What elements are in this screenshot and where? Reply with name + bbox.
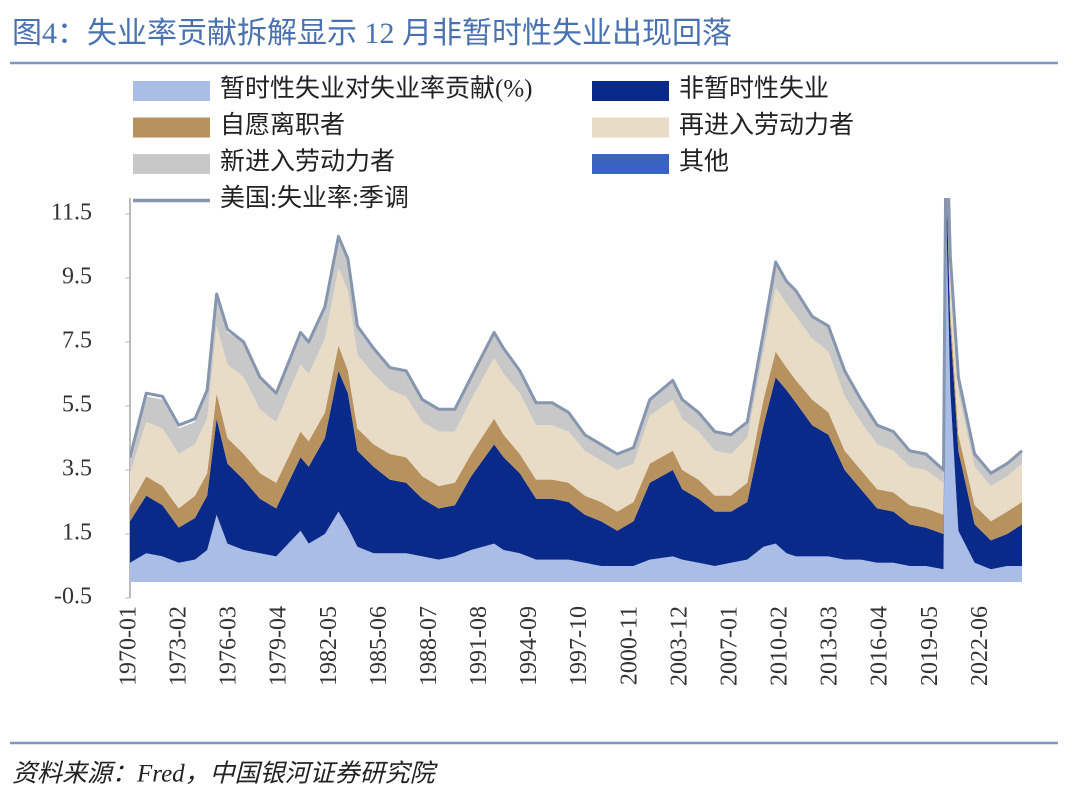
- area: [130, 214, 1022, 582]
- plot-area: [130, 198, 1023, 582]
- legend-swatch: [592, 117, 669, 138]
- line: [130, 198, 1023, 475]
- x-tick-label: 1994-09: [516, 606, 542, 686]
- x-tick-label: 2010-02: [767, 606, 793, 686]
- y-tick-label: 1.5: [62, 520, 92, 546]
- x-tick-label: 2003-12: [666, 606, 692, 686]
- legend-label: 新进入劳动力者: [220, 148, 395, 176]
- chart-title: 图4：失业率贡献拆解显示 12 月非暂时性失业出现回落: [12, 17, 732, 50]
- x-tick-label: 2000-11: [616, 606, 642, 685]
- x-tick-label: 1973-02: [166, 606, 192, 686]
- x-tick-label: 1985-06: [366, 606, 392, 686]
- source-note: 资料来源：Fred，中国银河证券研究院: [12, 760, 439, 788]
- x-tick-label: 2019-05: [917, 606, 943, 686]
- area: [130, 198, 1022, 570]
- x-tick-label: 1979-04: [266, 606, 292, 686]
- y-tick-label: 11.5: [51, 200, 92, 226]
- legend-swatch: [133, 81, 210, 101]
- legend-swatch: [592, 81, 669, 101]
- x-tick-label: 1997-10: [566, 606, 592, 686]
- legend-swatch: [133, 154, 210, 174]
- legend-label: 再进入劳动力者: [679, 111, 854, 139]
- x-tick-label: 1982-05: [316, 606, 342, 686]
- legend-label: 非暂时性失业: [679, 75, 829, 103]
- x-tick-label: 1976-03: [216, 606, 242, 686]
- x-tick-label: 1970-01: [116, 606, 142, 686]
- y-tick-label: 9.5: [62, 264, 92, 290]
- y-tick-label: 5.5: [62, 392, 92, 418]
- legend-label: 自愿离职者: [220, 111, 345, 139]
- legend-swatch: [133, 117, 210, 138]
- x-tick-label: 1988-07: [416, 606, 442, 686]
- legend-label: 美国:失业率:季调: [220, 184, 409, 212]
- area: [130, 198, 1022, 522]
- y-tick-label: 3.5: [62, 456, 92, 482]
- x-tick-label: 1991-08: [466, 606, 492, 686]
- x-tick-label: 2007-01: [716, 606, 742, 686]
- y-tick-label: -0.5: [54, 584, 92, 610]
- x-tick-label: 2022-06: [967, 606, 993, 686]
- x-tick-label: 2016-04: [867, 606, 893, 686]
- y-tick-label: 7.5: [62, 328, 92, 354]
- legend-swatch: [592, 154, 669, 174]
- x-tick-label: 2013-03: [817, 606, 843, 686]
- legend-label: 暂时性失业对失业率贡献(%): [220, 75, 532, 103]
- legend-label: 其他: [679, 148, 729, 176]
